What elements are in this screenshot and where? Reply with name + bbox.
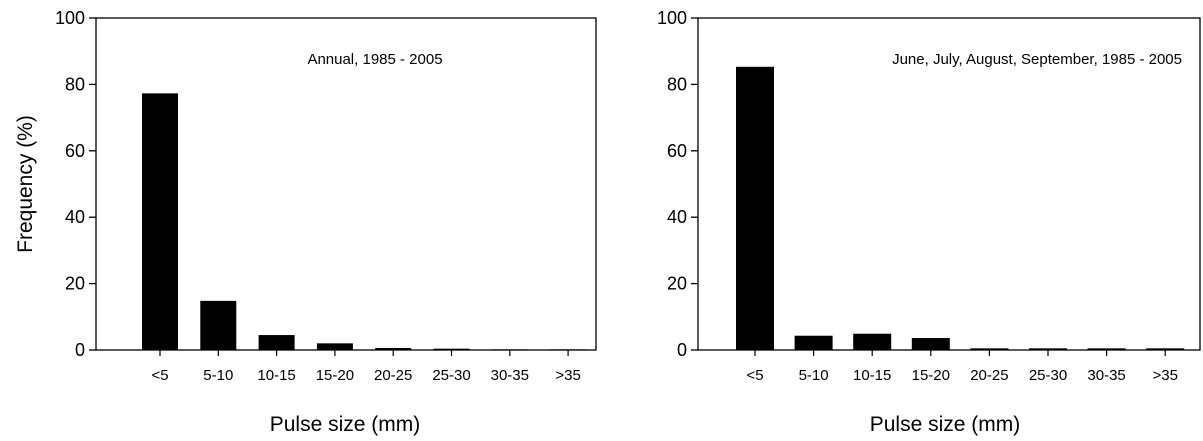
bar: [375, 348, 412, 350]
chart-title: June, July, August, September, 1985 - 20…: [892, 51, 1182, 68]
y-axis-title: Frequency (%): [14, 115, 37, 253]
bar: [1146, 348, 1185, 350]
y-tick-label: 60: [65, 141, 85, 161]
y-tick-label: 100: [657, 8, 687, 28]
x-category-label: >35: [555, 367, 580, 384]
y-tick-label: 100: [55, 8, 85, 28]
y-tick-label: 80: [667, 74, 687, 94]
bar: [1029, 348, 1067, 350]
y-tick-label: 0: [75, 340, 85, 360]
x-category-label: <5: [746, 367, 763, 384]
x-category-label: 15-20: [316, 367, 354, 384]
y-tick-label: 60: [667, 141, 687, 161]
y-tick-label: 20: [667, 274, 687, 294]
bar: [970, 348, 1009, 350]
bar: [142, 93, 178, 350]
bar: [1087, 348, 1126, 350]
x-category-label: 30-35: [491, 367, 529, 384]
y-tick-label: 20: [65, 274, 85, 294]
bar: [550, 349, 587, 351]
x-category-label: 20-25: [970, 367, 1008, 384]
bar: [491, 349, 528, 351]
x-category-label: <5: [151, 367, 168, 384]
bar: [433, 348, 470, 350]
x-category-label: 10-15: [257, 367, 295, 384]
x-category-label: 25-30: [1029, 367, 1067, 384]
x-axis-title: Pulse size (mm): [270, 413, 421, 436]
bar: [853, 333, 892, 350]
x-axis-title: Pulse size (mm): [870, 413, 1021, 436]
x-category-label: 20-25: [374, 367, 412, 384]
y-tick-label: 40: [65, 207, 85, 227]
x-category-label: 5-10: [799, 367, 829, 384]
chart-title: Annual, 1985 - 2005: [307, 51, 442, 68]
bar: [258, 335, 295, 350]
x-category-label: 15-20: [912, 367, 950, 384]
bar: [200, 300, 237, 350]
bar: [911, 338, 950, 350]
x-category-label: 5-10: [203, 367, 233, 384]
bar: [794, 335, 833, 350]
y-tick-label: 0: [677, 340, 687, 360]
chart-panel-annual: 0 20 40 60 80 100 <5 5-10 10-15 15-20 20-25 25-30 30…: [14, 8, 597, 436]
y-tick-label: 40: [667, 207, 687, 227]
x-category-label: 10-15: [853, 367, 891, 384]
x-category-label: 30-35: [1087, 367, 1125, 384]
x-category-label: >35: [1152, 367, 1177, 384]
y-tick-label: 80: [65, 74, 85, 94]
bar: [736, 66, 774, 350]
bar: [316, 343, 353, 350]
chart-panel-summer: 0 20 40 60 80 100 <5 5-10 10-15 15-20 20-25 25-30 30…: [657, 8, 1201, 436]
x-category-label: 25-30: [432, 367, 470, 384]
